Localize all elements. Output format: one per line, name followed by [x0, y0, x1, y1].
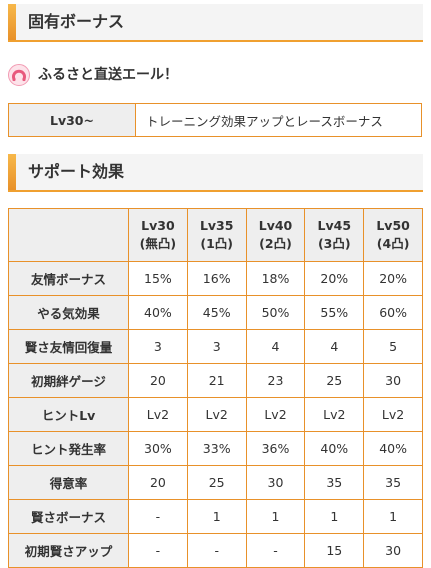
table-row: 賢さボーナス - 1 1 1 1	[8, 499, 423, 534]
value-cell: 33%	[186, 431, 247, 466]
value-cell: 20	[128, 363, 188, 398]
value-cell: 35	[363, 465, 423, 500]
skill-name: ふるさと直送エール！	[38, 67, 178, 83]
value-cell: 30	[363, 363, 423, 398]
table-row: 賢さ友情回復量 3 3 4 4 5	[8, 329, 423, 364]
value-cell: 40%	[363, 431, 423, 466]
skill-row: ふるさと直送エール！	[8, 62, 423, 88]
header-accent-bar	[8, 4, 16, 40]
unique-bonus-table: Lv30~ トレーニング効果アップとレースボーナス	[8, 103, 422, 137]
row-label: ヒントLv	[8, 397, 129, 432]
value-cell: 3	[128, 329, 188, 364]
table-row: ヒント発生率 30% 33% 36% 40% 40%	[8, 431, 423, 466]
level-header-cell: Lv50 (4凸)	[363, 208, 423, 262]
row-label: 初期絆ゲージ	[8, 363, 129, 398]
value-cell: -	[128, 533, 188, 568]
value-cell: 60%	[363, 295, 423, 330]
value-cell: 3	[186, 329, 247, 364]
value-cell: 15%	[128, 261, 188, 296]
value-cell: 1	[186, 499, 247, 534]
support-effect-table: Lv30 (無凸) Lv35 (1凸) Lv40 (2凸) Lv45 (3凸) Lv50…	[8, 208, 423, 568]
value-cell: 50%	[245, 295, 306, 330]
level-header-cell: Lv40 (2凸)	[245, 208, 306, 262]
value-cell: 35	[304, 465, 365, 500]
row-label: 友情ボーナス	[8, 261, 129, 296]
level-header-cell: Lv35 (1凸)	[186, 208, 247, 262]
table-row: 初期賢さアップ - - - 15 30	[8, 533, 423, 568]
value-cell: 36%	[245, 431, 306, 466]
corner-header-cell	[8, 208, 129, 262]
support-effect-header: サポート効果	[8, 154, 423, 192]
value-cell: Lv2	[186, 397, 247, 432]
value-cell: 5	[363, 329, 423, 364]
row-label: やる気効果	[8, 295, 129, 330]
value-cell: -	[128, 499, 188, 534]
value-cell: Lv2	[245, 397, 306, 432]
value-cell: 15	[304, 533, 365, 568]
value-cell: 30	[245, 465, 306, 500]
support-effect-title: サポート効果	[28, 162, 125, 181]
value-cell: 4	[245, 329, 306, 364]
table-row: 得意率 20 25 30 35 35	[8, 465, 423, 500]
value-cell: Lv2	[304, 397, 365, 432]
row-label: 得意率	[8, 465, 129, 500]
row-label: 賢さボーナス	[8, 499, 129, 534]
value-cell: -	[186, 533, 247, 568]
value-cell: 18%	[245, 261, 306, 296]
value-cell: 1	[245, 499, 306, 534]
value-cell: 16%	[186, 261, 247, 296]
value-cell: 55%	[304, 295, 365, 330]
unique-bonus-header: 固有ボーナス	[8, 4, 423, 42]
row-label: ヒント発生率	[8, 431, 129, 466]
value-cell: 21	[186, 363, 247, 398]
table-row: 初期絆ゲージ 20 21 23 25 30	[8, 363, 423, 398]
row-label: 賢さ友情回復量	[8, 329, 129, 364]
value-cell: 4	[304, 329, 365, 364]
value-cell: 40%	[128, 295, 188, 330]
value-cell: Lv2	[128, 397, 188, 432]
value-cell: 25	[186, 465, 247, 500]
value-cell: Lv2	[363, 397, 423, 432]
table-row: ヒントLv Lv2 Lv2 Lv2 Lv2 Lv2	[8, 397, 423, 432]
level-header-cell: Lv45 (3凸)	[304, 208, 365, 262]
table-header-row: Lv30 (無凸) Lv35 (1凸) Lv40 (2凸) Lv45 (3凸) Lv50…	[8, 208, 423, 262]
value-cell: 1	[363, 499, 423, 534]
unique-level-cell: Lv30~	[8, 103, 136, 137]
value-cell: -	[245, 533, 306, 568]
value-cell: 1	[304, 499, 365, 534]
unique-description-cell: トレーニング効果アップとレースボーナス	[135, 103, 422, 137]
unique-bonus-title: 固有ボーナス	[28, 12, 125, 31]
table-row: やる気効果 40% 45% 50% 55% 60%	[8, 295, 423, 330]
header-accent-bar	[8, 154, 16, 190]
value-cell: 40%	[304, 431, 365, 466]
value-cell: 20%	[363, 261, 423, 296]
table-row: Lv30~ トレーニング効果アップとレースボーナス	[8, 103, 422, 137]
value-cell: 23	[245, 363, 306, 398]
value-cell: 30%	[128, 431, 188, 466]
table-row: 友情ボーナス 15% 16% 18% 20% 20%	[8, 261, 423, 296]
value-cell: 25	[304, 363, 365, 398]
value-cell: 20%	[304, 261, 365, 296]
level-header-cell: Lv30 (無凸)	[128, 208, 188, 262]
row-label: 初期賢さアップ	[8, 533, 129, 568]
value-cell: 20	[128, 465, 188, 500]
value-cell: 30	[363, 533, 423, 568]
value-cell: 45%	[186, 295, 247, 330]
horseshoe-icon	[8, 64, 30, 86]
